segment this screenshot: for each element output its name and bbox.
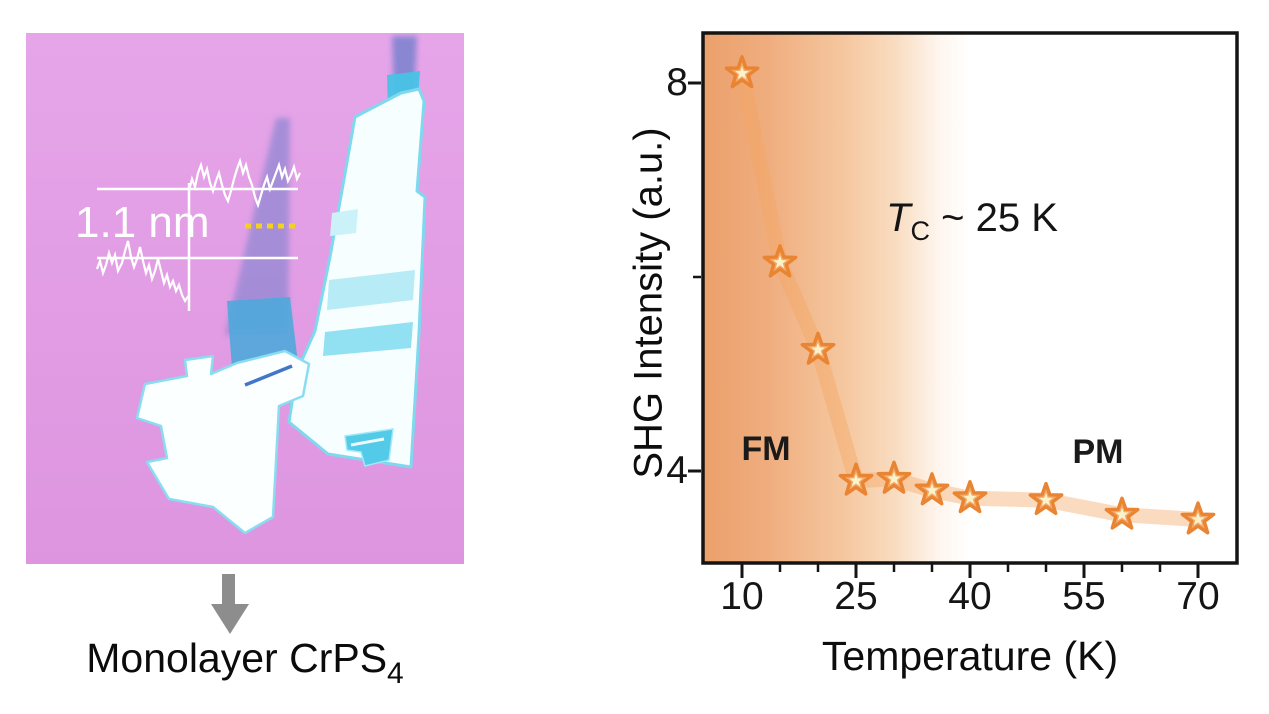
- star-marker-core: [1039, 492, 1053, 506]
- x-tick-label: 55: [1062, 575, 1106, 618]
- small-flake-highlight: [350, 437, 385, 447]
- trend-band: [734, 65, 1206, 527]
- star-marker-core: [735, 66, 749, 80]
- star-marker-core: [925, 483, 939, 497]
- x-tick-label: 10: [720, 575, 764, 618]
- figure-caption: Monolayer CrPS4: [26, 635, 464, 689]
- x-tick-label: 70: [1176, 575, 1220, 618]
- tc-subscript: C: [910, 216, 931, 246]
- pm-region-label: PM: [1072, 433, 1124, 471]
- data-stars-group: [724, 55, 1216, 535]
- x-tick-label: 40: [948, 575, 992, 618]
- height-label: 1.1 nm: [75, 198, 210, 247]
- height-profile-inset: [95, 157, 301, 311]
- flake-boundary-line: [244, 364, 293, 387]
- plot-background-gradient: [703, 33, 1237, 563]
- caption-subscript: 4: [387, 657, 404, 690]
- star-marker-core: [963, 491, 977, 504]
- monolayer-flake: [135, 349, 311, 535]
- axis-ticks: [688, 81, 1200, 578]
- profile-trace-lower: [95, 240, 190, 304]
- x-axis-title: Temperature (K): [821, 633, 1119, 679]
- tc-symbol: T: [886, 196, 911, 240]
- flake-terrace-streak: [330, 209, 358, 236]
- star-marker-core: [811, 342, 825, 356]
- star-marker-core: [1191, 512, 1205, 526]
- x-tick-label: 25: [834, 575, 878, 618]
- trend-band-line: [734, 65, 1206, 527]
- flake-terrace-streak: [323, 322, 413, 356]
- curie-temperature-annotation: TC ~ 25 K: [852, 196, 1092, 245]
- star-marker-core: [1115, 507, 1129, 521]
- y-tick-label: 8: [666, 61, 688, 104]
- optical-microscope-image: 1.1 nm: [26, 33, 464, 564]
- profile-trace-upper: [187, 157, 301, 209]
- fm-region-label: FM: [741, 430, 791, 468]
- star-marker-core: [887, 471, 901, 485]
- down-arrow-icon: [211, 574, 249, 634]
- plot-border: [701, 31, 1239, 565]
- star-marker-core: [849, 473, 863, 487]
- caption-text: Monolayer CrPS: [86, 635, 388, 681]
- tc-value: ~ 25 K: [941, 196, 1058, 240]
- star-marker-core: [773, 255, 787, 269]
- y-tick-label: 4: [666, 449, 688, 492]
- flake-terrace-streak: [327, 270, 415, 310]
- y-axis-title: SHG Intensity (a.u.): [626, 127, 671, 479]
